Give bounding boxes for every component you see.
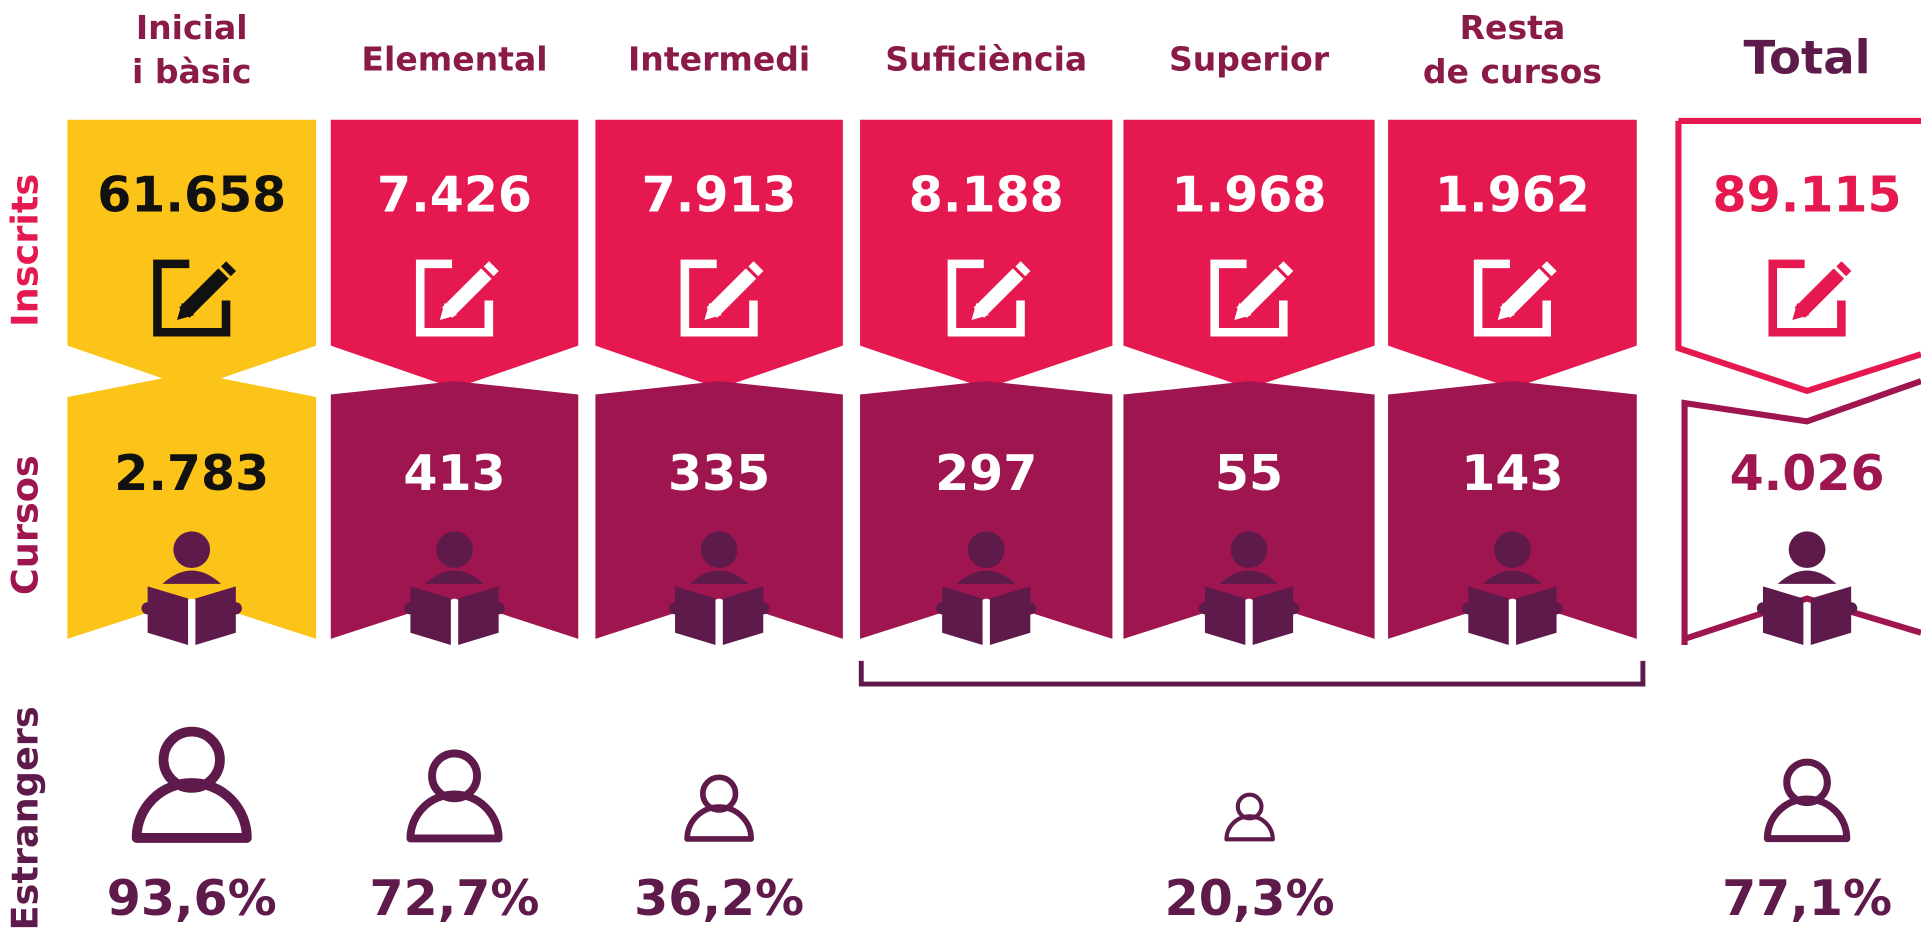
cursos-value: 413 <box>403 445 505 502</box>
ribbon-bottom <box>860 381 1113 639</box>
edit-icon <box>1773 264 1849 332</box>
inscrits-value: 61.658 <box>97 166 286 223</box>
column-title: Elemental <box>361 40 547 79</box>
column-title: i bàsic <box>132 52 251 91</box>
inscrits-value: 7.913 <box>642 166 797 223</box>
total-top-outline <box>1675 117 1921 395</box>
column-title: Suficiència <box>885 40 1087 79</box>
total-title: Total <box>1743 31 1870 85</box>
user-icon <box>137 732 247 838</box>
column-title: Superior <box>1169 40 1330 79</box>
user-icon <box>1226 795 1272 840</box>
ribbon-top <box>860 119 1113 389</box>
ribbon-bottom <box>67 372 317 639</box>
inscrits-value: 7.426 <box>377 166 532 223</box>
estrangers-value: 36,2% <box>634 870 804 927</box>
cursos-value: 335 <box>668 445 770 502</box>
cursos-value: 2.783 <box>114 445 269 502</box>
ribbon-top <box>67 119 317 389</box>
column-title: de cursos <box>1423 52 1602 91</box>
row-label: Cursos <box>3 455 46 595</box>
estrangers-value: 77,1% <box>1722 870 1892 927</box>
user-icon <box>410 753 498 838</box>
user-icon <box>1767 762 1846 839</box>
row-label: Estrangers <box>3 706 46 930</box>
cursos-value: 297 <box>935 445 1037 502</box>
row-label: Inscrits <box>3 174 46 327</box>
group-bracket <box>858 660 1646 687</box>
inscrits-value: 8.188 <box>909 166 1064 223</box>
ribbon-top <box>1388 119 1637 389</box>
estrangers-value: 93,6% <box>107 870 277 927</box>
column-title: Inicial <box>136 8 248 47</box>
ribbon-bottom <box>330 381 579 639</box>
ribbon-bottom <box>1388 381 1637 639</box>
inscrits-value: 1.962 <box>1435 166 1590 223</box>
cursos-value: 55 <box>1215 445 1283 502</box>
ribbon-top <box>330 119 579 389</box>
inscrits-value: 1.968 <box>1172 166 1327 223</box>
ribbon-bottom <box>1123 381 1375 639</box>
estrangers-value: 72,7% <box>370 870 540 927</box>
column-title: Intermedi <box>628 40 810 79</box>
column-title: Resta <box>1460 8 1566 47</box>
inscrits-value: 89.115 <box>1713 166 1902 223</box>
reader-icon <box>1756 531 1858 645</box>
ribbon-top <box>595 119 843 389</box>
ribbon-bottom <box>595 381 843 639</box>
ribbon-top <box>1123 119 1375 389</box>
cursos-value: 4.026 <box>1730 445 1885 502</box>
total-bottom-outline <box>1681 378 1921 645</box>
estrangers-value: 20,3% <box>1165 870 1335 927</box>
user-icon <box>687 777 751 839</box>
cursos-value: 143 <box>1461 445 1563 502</box>
